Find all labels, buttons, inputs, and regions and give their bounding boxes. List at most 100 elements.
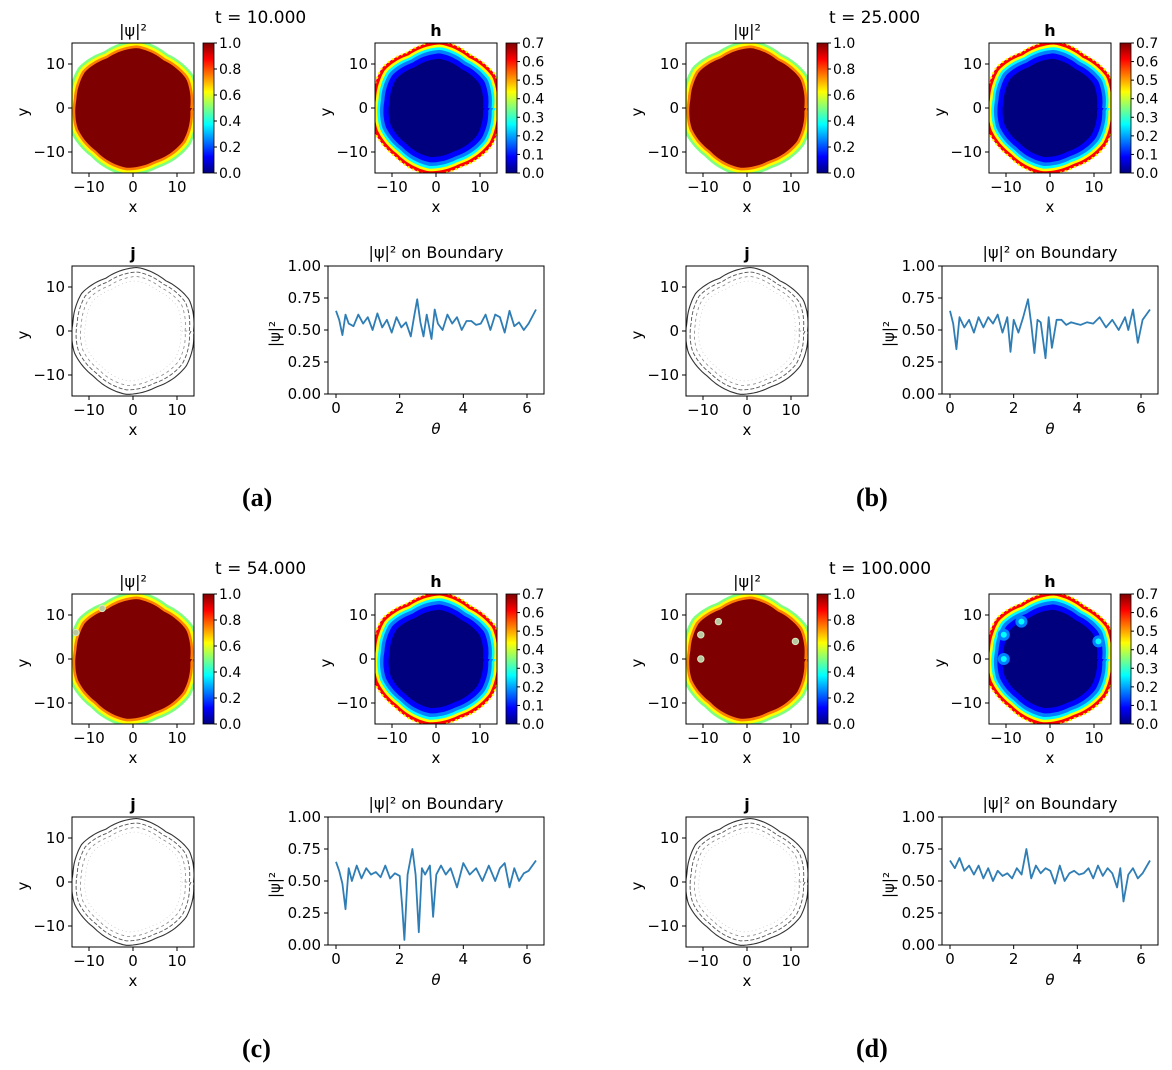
x-tick-label: −10 [687,178,719,196]
y-tick-label: 0 [55,873,65,891]
x-tick-label: 0 [1045,729,1055,747]
h-map-panel: h −10 0 10 10 0 −10 x y 0.7 0.6 0.5 0.4 0.3 0.2 0.1 0.0 [317,21,544,216]
x-tick-label: 4 [459,950,469,968]
h-map-ylabel: y [931,658,949,667]
j-contour-dashed [75,822,192,942]
h-map-panel: h −10 0 10 10 0 −10 x y 0.7 0.6 0.5 0.4 0.3 0.2 0.1 0.0 [931,21,1158,216]
y-tick-label: 1.00 [902,257,935,275]
x-tick-label: 2 [395,399,405,417]
j-contour-dashed [75,271,192,391]
y-tick-label: 0 [358,650,368,668]
panel-c: |ψ|² −10 0 10 10 0 −10 x y 1.0 0.8 0.6 0.4 0.2 0.0 t = … [14,559,545,990]
y-tick-label: −10 [33,917,65,935]
j-map-plot-area [72,266,194,396]
x-tick-label: 0 [742,952,752,970]
colorbar-tick-label: 0.6 [833,88,855,104]
y-tick-label: 0 [55,99,65,117]
colorbar-tick-label: 0.2 [522,680,544,696]
j-map-panel: j −10 0 10 10 0 −10 x y [628,244,809,439]
psi-map-colorbar [816,593,829,725]
j-contour-dashed [689,271,806,391]
psi-map-title: |ψ|² [733,21,761,40]
y-tick-label: 0.25 [902,904,935,922]
boundary-series-line [949,298,1151,360]
y-tick-label: 0.50 [902,321,935,339]
panel-b: |ψ|² −10 0 10 10 0 −10 x y 1.0 0.8 0.6 0.4 0.2 0.0 t = … [628,8,1159,439]
y-tick-label: 0.00 [902,936,935,954]
j-map-image [72,817,194,946]
j-map-xlabel: x [743,421,752,439]
y-tick-label: −10 [647,143,679,161]
psi-map-ylabel: y [14,107,32,116]
y-tick-label: 0 [55,322,65,340]
boundary-title: |ψ|² on Boundary [369,243,504,262]
y-tick-label: 0.00 [288,385,321,403]
x-tick-label: −10 [73,952,105,970]
h-map-xlabel: x [1046,749,1055,767]
colorbar-tick-label: 0.2 [1136,129,1158,145]
psi-map-image [686,594,808,724]
psi-map-ylabel: y [628,107,646,116]
x-tick-label: 6 [522,399,532,417]
h-map-ylabel: y [931,107,949,116]
j-map-image [72,266,194,395]
colorbar-tick-label: 0.0 [522,717,544,733]
vortex-marker [98,604,106,613]
y-tick-label: 10 [46,55,65,73]
boundary-series-line [949,848,1151,903]
j-map-title: j [743,795,749,814]
x-tick-label: 4 [1073,399,1083,417]
x-tick-label: 2 [1009,399,1019,417]
y-tick-label: 0.25 [288,904,321,922]
j-map-xlabel: x [129,421,138,439]
time-label: t = 100.000 [829,559,931,579]
x-tick-label: 10 [167,401,186,419]
h-vortex-core [1018,618,1025,625]
j-contour-dashed-inner [694,275,802,386]
colorbar-tick-label: 0.2 [833,691,855,707]
x-tick-label: −10 [73,178,105,196]
x-tick-label: 10 [167,729,186,747]
colorbar-tick-label: 0.6 [1136,606,1158,622]
y-tick-label: 10 [349,606,368,624]
x-tick-label: 0 [331,399,341,417]
panel-label: (c) [242,1034,271,1063]
j-contour-outer [686,266,808,395]
h-map-panel: h −10 0 10 10 0 −10 x y 0.7 0.6 0.5 0.4 0.3 0.2 0.1 0.0 [317,572,544,767]
colorbar-tick-label: 0.0 [833,717,855,733]
psi-map-xlabel: x [129,749,138,767]
colorbar-tick-label: 0.5 [522,73,544,89]
h-map-panel: h −10 0 10 10 0 −10 x y 0.7 0.6 0.5 0.4 0.3 0.2 0.1 0.0 [931,572,1158,767]
psi-bulk [75,599,192,719]
psi-map-colorbar [202,593,215,725]
h-bulk [388,609,485,709]
x-tick-label: 10 [470,729,489,747]
j-map-plot-area [686,266,808,396]
colorbar-tick-label: 1.0 [219,587,241,603]
h-bulk [1002,609,1099,709]
x-tick-label: 0 [128,729,138,747]
colorbar-tick-label: 0.3 [522,110,544,126]
x-tick-label: 0 [1045,178,1055,196]
psi-map-ylabel: y [628,658,646,667]
colorbar-tick-label: 0.6 [833,639,855,655]
y-tick-label: 0.50 [288,872,321,890]
psi-map-ylabel: y [14,658,32,667]
x-tick-label: 10 [781,952,800,970]
h-map-colorbar [505,593,518,725]
y-tick-label: −10 [950,694,982,712]
y-tick-label: 0.25 [288,353,321,371]
colorbar-tick-label: 0.2 [219,140,241,156]
boundary-xlabel: θ [431,971,440,989]
h-map-xlabel: x [1046,198,1055,216]
h-map-image [989,594,1111,724]
x-tick-label: 0 [128,952,138,970]
y-tick-label: 10 [660,55,679,73]
x-tick-label: 6 [1136,399,1146,417]
y-tick-label: −10 [33,143,65,161]
j-map-xlabel: x [743,972,752,990]
y-tick-label: 0 [669,99,679,117]
boundary-xlabel: θ [1045,420,1054,438]
colorbar-tick-label: 0.1 [1136,698,1158,714]
x-tick-label: −10 [73,401,105,419]
